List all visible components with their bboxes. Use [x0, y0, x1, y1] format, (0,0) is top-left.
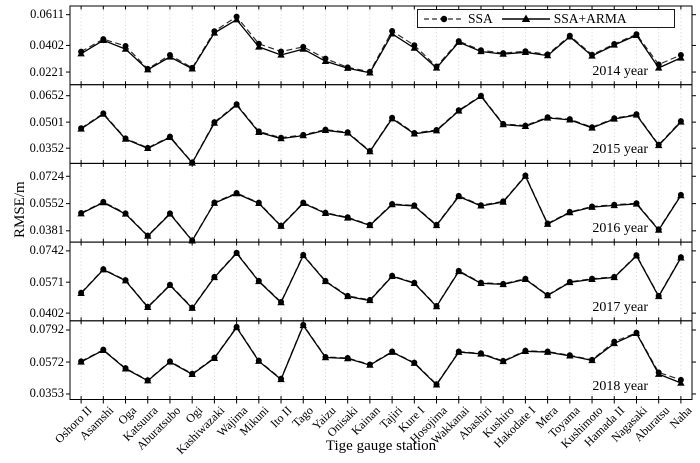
- legend-item-ssa-arma: SSA+ARMA: [501, 12, 627, 25]
- panel-year-label: 2014 year: [592, 63, 648, 79]
- y-tick-label: 0.0724: [29, 168, 64, 183]
- y-tick-label: 0.0352: [29, 140, 64, 155]
- axis-ticks: [66, 163, 696, 243]
- legend-label-ssa-arma: SSA+ARMA: [553, 11, 627, 26]
- series-ssa-arma: [77, 15, 685, 76]
- legend: SSA SSA+ARMA: [417, 9, 675, 28]
- panel-2018: [66, 320, 696, 404]
- y-tick-label: 0.0353: [29, 386, 64, 401]
- y-tick-label: 0.0571: [29, 274, 64, 289]
- legend-item-ssa: SSA: [423, 12, 493, 25]
- axis-ticks: [66, 242, 696, 321]
- legend-label-ssa: SSA: [468, 11, 493, 26]
- y-tick-label: 0.0742: [29, 243, 64, 258]
- series-ssa: [78, 321, 684, 388]
- panel-year-label: 2016 year: [592, 221, 648, 237]
- panel-2016: [66, 162, 696, 244]
- y-tick-label: 0.0652: [29, 88, 64, 103]
- y-tick-label: 0.0402: [29, 37, 64, 52]
- panel-year-label: 2015 year: [592, 142, 648, 158]
- x-axis-title: Tige gauge station: [325, 438, 437, 454]
- panel-2017: [66, 241, 696, 322]
- axis-ticks: [66, 84, 696, 164]
- panel-2015: [66, 84, 696, 166]
- axis-ticks: [66, 320, 696, 404]
- grid-lines: [80, 164, 682, 242]
- y-tick-label: 0.0572: [29, 354, 64, 369]
- y-tick-label: 0.0221: [29, 64, 64, 79]
- grid-lines: [80, 85, 682, 163]
- axis-ticks: [66, 6, 696, 85]
- y-tick-label: 0.0552: [29, 196, 64, 211]
- ssa-dashed-circle-marker-icon: [424, 15, 464, 22]
- panel-2014: [66, 5, 696, 86]
- series-ssa-arma: [77, 92, 685, 166]
- series-ssa-arma: [77, 249, 685, 311]
- y-tick-label: 0.0381: [29, 223, 64, 238]
- series-ssa-arma: [77, 321, 685, 388]
- y-tick-label: 0.0611: [30, 7, 64, 22]
- y-tick-label: 0.0792: [29, 322, 64, 337]
- panel-year-label: 2018 year: [592, 378, 648, 394]
- ssa-arma-solid-triangle-marker-icon: [501, 14, 550, 22]
- y-tick-label: 0.0501: [29, 114, 64, 129]
- panel-year-label: 2017 year: [592, 299, 648, 315]
- y-tick-label: 0.0402: [29, 305, 64, 320]
